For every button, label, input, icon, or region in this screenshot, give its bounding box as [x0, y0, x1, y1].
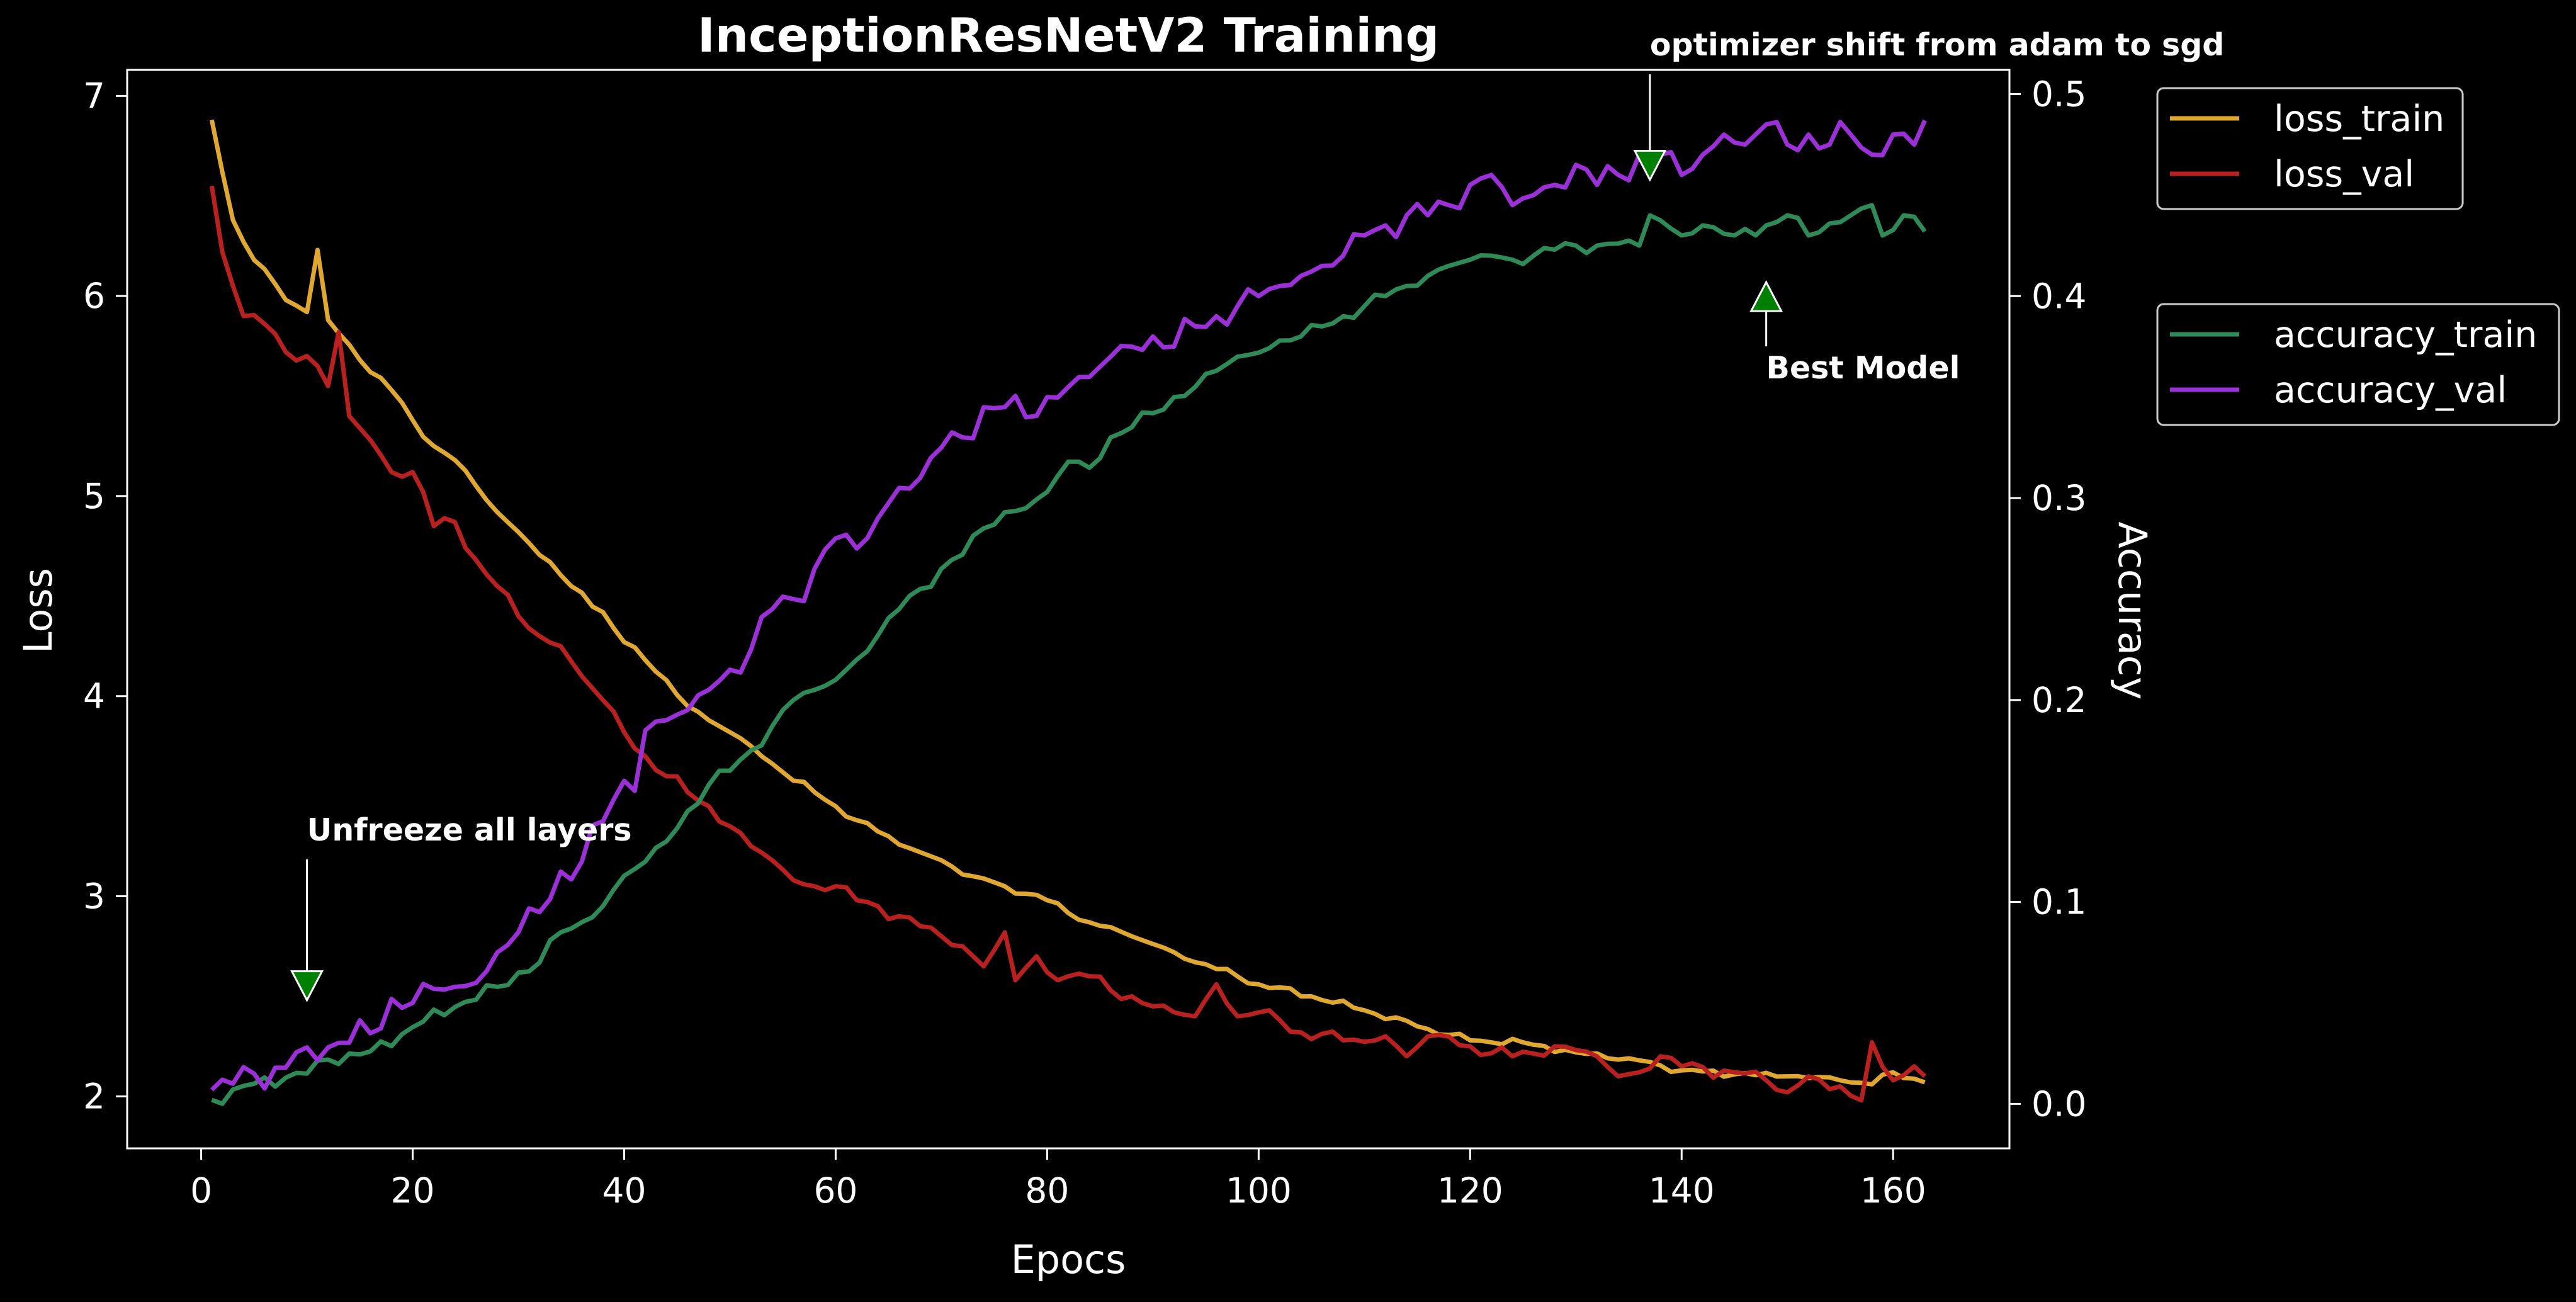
annotations: Unfreeze all layers optimizer shift from … [290, 27, 2224, 1002]
legend-loss: loss_train loss_val [2156, 87, 2464, 210]
annotation-marker-optimizer-shift [1633, 150, 1667, 182]
y-tick-label: 4 [83, 676, 105, 716]
plot-lines [209, 119, 1927, 1106]
y-tick-label: 6 [83, 276, 105, 316]
x-tick-label: 40 [602, 1170, 646, 1211]
x-tick-label: 120 [1437, 1170, 1503, 1211]
series-line-accuracy-train [211, 203, 1927, 1106]
legend-label-accuracy-train: accuracy_train [2274, 314, 2537, 356]
x-tick-label: 80 [1025, 1170, 1069, 1211]
y-right-tick-label: 0.1 [2031, 882, 2086, 922]
y-right-tick-label: 0.4 [2031, 276, 2086, 316]
y-axis-label: Loss [15, 568, 61, 654]
y-tick-label: 5 [83, 476, 105, 516]
annotation-text-optimizer-shift: optimizer shift from adam to sgd [1650, 27, 2224, 63]
y-tick-label: 3 [83, 876, 105, 917]
y-right-tick-label: 0.2 [2031, 680, 2086, 720]
y-right-tick-label: 0.5 [2031, 74, 2086, 114]
x-axis-label: Epocs [1011, 1237, 1126, 1282]
plot-frame [126, 69, 2011, 1150]
series-line-loss-val [209, 185, 1927, 1103]
annotation-text-unfreeze: Unfreeze all layers [307, 812, 632, 848]
legend-accuracy-box [2156, 303, 2560, 426]
annotation-marker-unfreeze [290, 970, 324, 1002]
legend-label-accuracy-val: accuracy_val [2274, 370, 2507, 411]
y-axis-left: 2 3 4 5 6 7 [83, 76, 127, 1116]
legend-accuracy: accuracy_train accuracy_val [2156, 303, 2560, 426]
y-axis-right: 0.0 0.1 0.2 0.3 0.4 0.5 [2009, 74, 2086, 1124]
y-tick-label: 7 [83, 76, 105, 116]
y-tick-label: 2 [83, 1076, 105, 1116]
x-tick-label: 0 [190, 1170, 212, 1211]
y-right-tick-label: 0.3 [2031, 478, 2086, 518]
x-tick-label: 140 [1649, 1170, 1715, 1211]
x-tick-label: 20 [391, 1170, 435, 1211]
legend-label-loss-train: loss_train [2274, 98, 2444, 140]
series-line-loss-train [209, 119, 1926, 1087]
x-tick-label: 100 [1226, 1170, 1292, 1211]
x-tick-label: 60 [813, 1170, 857, 1211]
annotation-text-best-model: Best Model [1766, 350, 1960, 386]
x-tick-label: 160 [1860, 1170, 1926, 1211]
y-axis-right-label: Accuracy [2110, 521, 2155, 699]
x-axis: 0 20 40 60 80 100 120 140 160 [190, 1148, 1926, 1211]
chart-title: InceptionResNetV2 Training [698, 8, 1439, 63]
legend-label-loss-val: loss_val [2274, 154, 2414, 195]
y-right-tick-label: 0.0 [2031, 1084, 2086, 1124]
